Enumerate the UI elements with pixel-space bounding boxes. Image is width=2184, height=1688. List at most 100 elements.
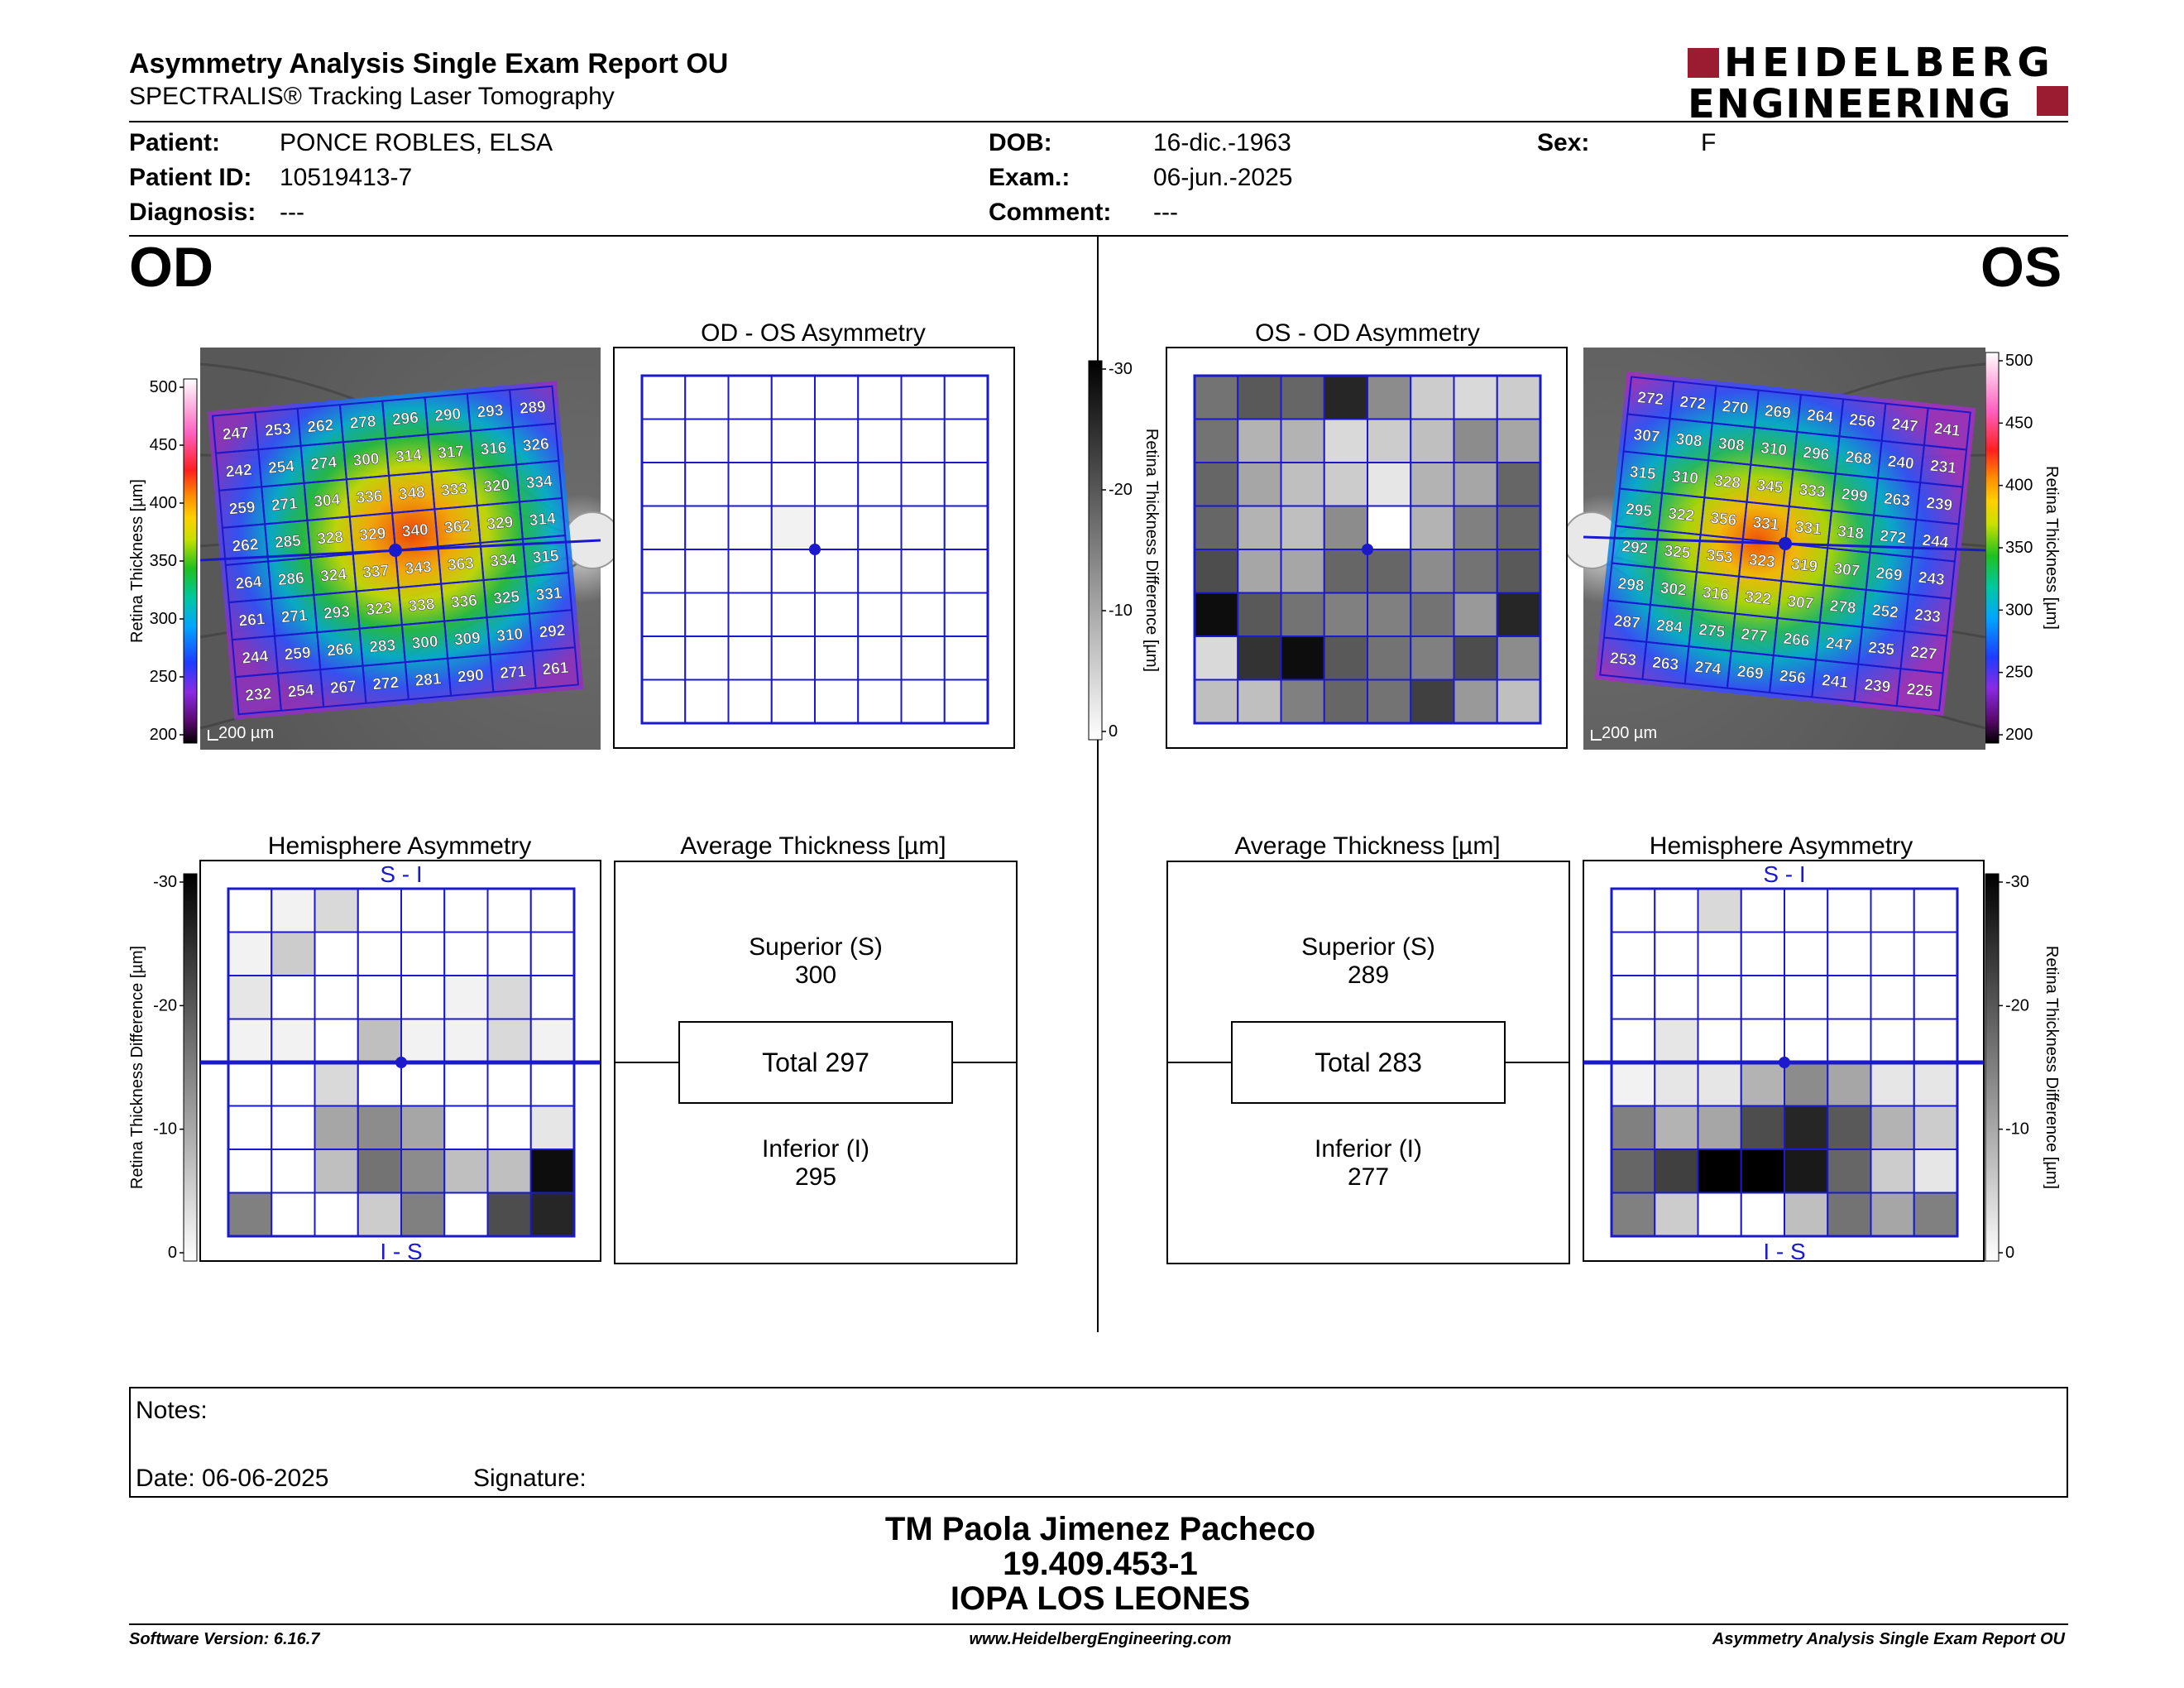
os-od-asymmetry-cell — [1410, 679, 1455, 724]
patient-name: PONCE ROBLES, ELSA — [280, 129, 553, 156]
od-thickness-colorbar — [183, 378, 198, 744]
os-hemisphere-cell — [1913, 1149, 1958, 1194]
os-hemi-diff-tick: -30 — [2005, 873, 2029, 891]
os-od-asymmetry-cell — [1453, 592, 1498, 637]
website-link[interactable]: www.HeidelbergEngineering.com — [969, 1630, 1232, 1648]
os-thickness-map-value: 264 — [1806, 407, 1834, 427]
od-thickness-map-value: 337 — [362, 562, 390, 582]
od-os-asymmetry-cell — [684, 462, 730, 507]
os-hemisphere-cell — [1913, 1192, 1958, 1237]
od-thickness-map-value: 242 — [225, 462, 252, 482]
os-hemisphere-title: Hemisphere Asymmetry — [1649, 832, 1913, 860]
od-os-asymmetry-cell — [857, 375, 903, 420]
od-os-asymmetry-cell — [684, 592, 730, 637]
od-hemisphere-s-i-label: S - I — [380, 861, 422, 887]
od-os-asymmetry-cell — [814, 679, 860, 724]
os-od-asymmetry-cell — [1496, 505, 1541, 550]
os-od-asymmetry-cell — [1280, 505, 1325, 550]
od-os-asymmetry-cell — [727, 592, 773, 637]
os-thickness-tick: 400 — [2005, 477, 2033, 495]
patient-id: 10519413-7 — [280, 164, 413, 191]
od-hemisphere-cell — [400, 975, 446, 1020]
os-thickness-map-value: 247 — [1891, 415, 1919, 435]
od-thickness-map-value: 362 — [443, 517, 471, 537]
od-thickness-map-value: 290 — [457, 667, 484, 687]
od-thickness-map-value: 336 — [450, 592, 477, 612]
os-thickness-map-value: 299 — [1841, 486, 1869, 506]
od-hemisphere-cell — [314, 931, 359, 976]
os-thickness-map-value: 269 — [1875, 564, 1904, 584]
od-hemisphere-cell — [271, 1149, 316, 1194]
od-thickness-axis-label: Retina Thickness [µm] — [128, 479, 146, 643]
os-inferior-label: Inferior (I) — [1314, 1135, 1423, 1163]
od-os-asymmetry-cell — [684, 679, 730, 724]
od-hemisphere-cell — [228, 1192, 273, 1237]
os-thickness-map: 272 272 270 269 264 256 247 241 307 308 308 310 296 2… — [1563, 348, 1986, 750]
os-od-asymmetry-cell — [1194, 635, 1239, 681]
od-thickness-map-value: 323 — [366, 600, 393, 620]
os-od-asymmetry-cell — [1194, 679, 1239, 724]
os-hemisphere-cell — [1654, 1192, 1699, 1237]
od-hemisphere-cell — [486, 1105, 532, 1150]
od-thickness-map-value: 300 — [411, 633, 438, 653]
os-hemisphere-cell — [1611, 1149, 1656, 1194]
os-od-diff-tick: -30 — [1109, 360, 1133, 378]
od-thickness-tick: 300 — [150, 610, 177, 628]
os-thickness-map-value: 310 — [1671, 468, 1699, 487]
od-os-asymmetry-cell — [684, 549, 730, 594]
os-hemisphere-cell — [1611, 975, 1656, 1020]
os-average-thickness-box: Superior (S) 289 Total 283 Inferior (I) … — [1166, 861, 1570, 1264]
od-thickness-map-value: 281 — [414, 670, 443, 690]
od-os-asymmetry-cell — [641, 418, 687, 463]
od-hemisphere-cell — [271, 1062, 316, 1107]
os-thickness-map-value: 241 — [1933, 420, 1961, 440]
os-od-asymmetry-cell — [1280, 418, 1325, 463]
od-thickness-map-value: 340 — [401, 521, 429, 541]
os-hemisphere-cell — [1740, 931, 1785, 976]
os-od-asymmetry-cell — [1280, 375, 1325, 420]
od-hemisphere-cell — [314, 1062, 359, 1107]
od-thickness-map-value: 326 — [522, 435, 549, 455]
os-thickness-map-value: 266 — [1783, 631, 1811, 650]
od-os-asymmetry-cell — [727, 375, 773, 420]
od-thickness-map-value: 253 — [264, 420, 291, 440]
os-thickness-tick: 300 — [2005, 601, 2033, 619]
od-hemisphere-cell — [357, 1149, 402, 1194]
od-os-asymmetry-cell — [857, 549, 903, 594]
od-hemisphere-cell — [486, 975, 532, 1020]
os-thickness-tick: 200 — [2005, 726, 2033, 744]
od-hemisphere-cell — [443, 1105, 489, 1150]
od-os-asymmetry-cell — [857, 505, 903, 550]
sex-label: Sex: — [1537, 129, 1590, 156]
od-os-asymmetry-grid-border — [640, 374, 989, 725]
notes-box: Notes: Date: 06-06-2025 Signature: — [129, 1387, 2068, 1498]
os-thickness-map-value: 319 — [1790, 556, 1818, 576]
os-thickness-map-value: 272 — [1636, 389, 1664, 409]
os-od-asymmetry-cell — [1367, 462, 1412, 507]
od-thickness-map-value: 310 — [496, 626, 524, 645]
od-hemisphere-cell — [486, 1192, 532, 1237]
os-hemisphere-fovea — [1779, 1057, 1790, 1068]
os-od-asymmetry-grid-border — [1193, 374, 1542, 725]
os-thickness-map-value: 296 — [1802, 444, 1830, 464]
os-hemisphere-cell — [1740, 1149, 1785, 1194]
os-thickness-map-value: 322 — [1744, 588, 1772, 608]
os-od-asymmetry-cell — [1410, 635, 1455, 681]
exam-label: Exam.: — [989, 164, 1070, 191]
os-hemisphere-cell — [1784, 888, 1829, 933]
os-thickness-map-value: 227 — [1909, 644, 1937, 664]
os-hemi-diff-colorbar — [1985, 873, 2000, 1262]
od-hemisphere-cell — [228, 1062, 273, 1107]
od-superior-label: Superior (S) — [749, 933, 883, 961]
od-hemisphere-cell — [228, 888, 273, 933]
os-thickness-map-value: 270 — [1722, 398, 1750, 418]
os-od-asymmetry-cell — [1496, 418, 1541, 463]
od-os-asymmetry-cell — [641, 462, 687, 507]
od-os-asymmetry-cell — [943, 418, 989, 463]
os-hemisphere-cell — [1611, 1105, 1656, 1150]
os-hemisphere-cell — [1697, 1018, 1742, 1063]
os-thickness-axis-label: Retina Thickness [µm] — [2043, 466, 2061, 630]
os-thickness-map-cell — [1895, 668, 1944, 712]
od-thickness-map-value: 254 — [287, 682, 315, 702]
od-thickness-map-value: 328 — [316, 529, 343, 549]
